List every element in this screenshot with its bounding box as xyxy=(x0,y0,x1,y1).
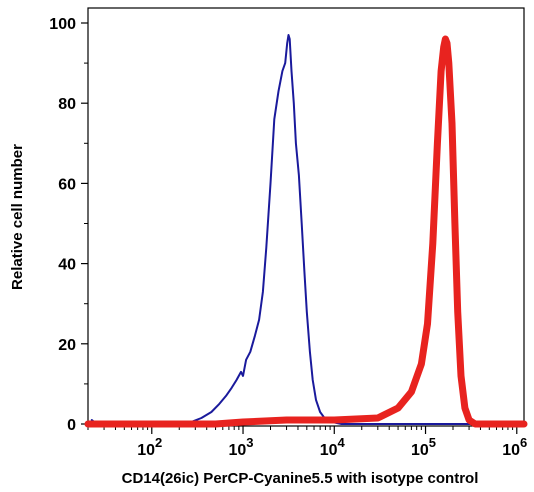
y-tick-label: 40 xyxy=(58,257,76,274)
x-tick-label: 102 xyxy=(137,435,162,459)
isotype-control-histogram-line xyxy=(90,34,525,425)
x-axis-ticks: 102 103 104 105 106 xyxy=(87,426,527,459)
y-tick-label: 20 xyxy=(58,337,76,354)
x-tick-label: 103 xyxy=(229,435,254,459)
x-tick-label: 104 xyxy=(320,435,346,459)
x-tick-label: 105 xyxy=(411,435,436,459)
series-layer xyxy=(84,34,528,428)
y-tick-label: 0 xyxy=(67,417,76,434)
y-axis-ticks: 0 20 40 60 80 100 xyxy=(49,16,88,434)
y-tick-label: 100 xyxy=(49,16,76,33)
y-tick-label: 60 xyxy=(58,176,76,193)
x-axis-title: CD14(26ic) PerCP-Cyanine5.5 with isotype… xyxy=(122,470,479,487)
y-tick-label: 80 xyxy=(58,96,76,113)
x-tick-label: 106 xyxy=(502,435,527,459)
plot-frame xyxy=(87,7,525,427)
y-axis-title: Relative cell number xyxy=(9,144,26,290)
sample-histogram-line xyxy=(84,35,528,428)
